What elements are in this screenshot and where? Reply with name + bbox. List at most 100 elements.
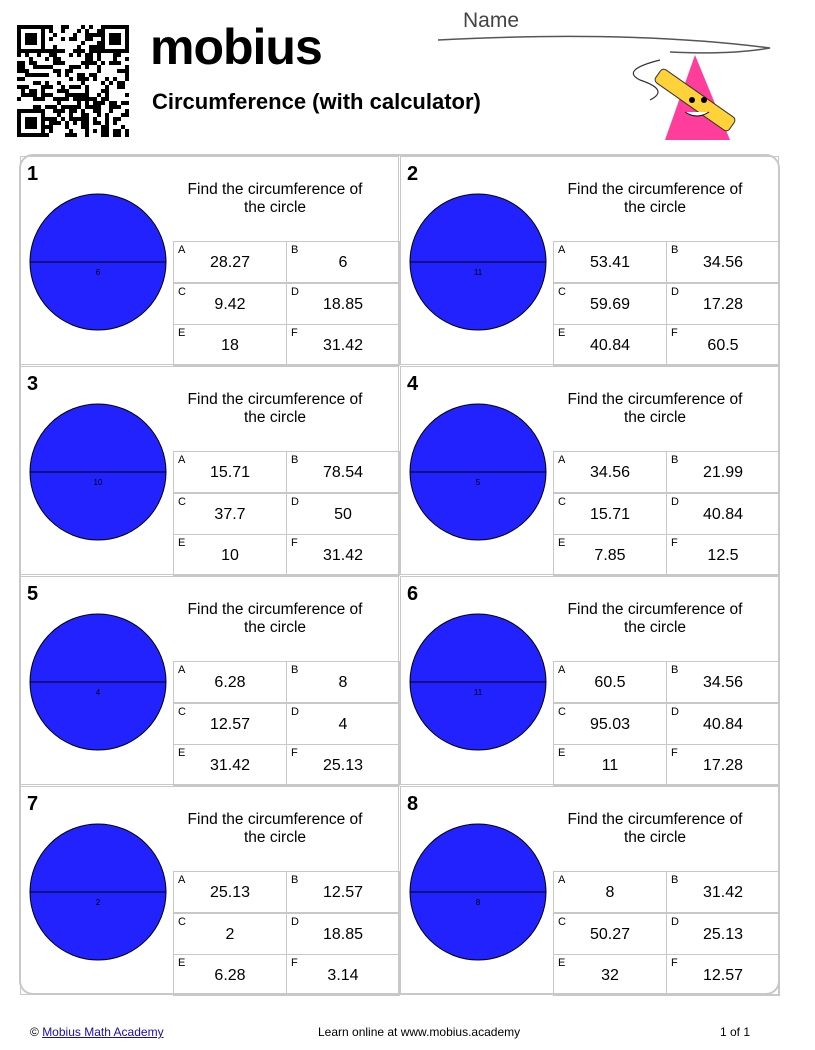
qr-module	[21, 61, 25, 65]
qr-module	[113, 117, 117, 121]
qr-module	[57, 73, 61, 77]
qr-module	[45, 65, 49, 69]
qr-module	[125, 93, 129, 97]
qr-module	[45, 73, 49, 77]
qr-module	[29, 73, 33, 77]
academy-link[interactable]: Mobius Math Academy	[42, 1025, 164, 1039]
qr-module	[105, 129, 109, 133]
option-value: 31.42	[322, 337, 364, 354]
qr-module	[113, 129, 117, 133]
name-label: Name	[463, 9, 520, 32]
qr-module	[109, 61, 113, 65]
option-value: 40.84	[702, 715, 744, 733]
qr-module	[61, 117, 65, 121]
qr-module	[89, 49, 93, 53]
qr-module	[113, 57, 117, 61]
qr-module	[89, 61, 93, 65]
qr-module	[105, 85, 109, 89]
option-letter: B	[291, 244, 299, 256]
option-letter: F	[291, 957, 298, 969]
option-letter: E	[558, 957, 566, 969]
diameter-label: 8	[476, 898, 481, 907]
option: A 53.41	[553, 241, 667, 283]
qr-module	[93, 97, 97, 101]
qr-module	[101, 89, 105, 93]
qr-module	[41, 73, 45, 77]
option-letter: C	[558, 495, 566, 508]
option-value: 60.5	[594, 674, 626, 691]
qr-module	[53, 121, 57, 125]
option: B 34.56	[666, 661, 780, 703]
qr-module	[97, 113, 101, 117]
qr-module	[81, 73, 85, 77]
option: C 95.03	[553, 702, 667, 745]
qr-module	[57, 57, 61, 61]
option-letter: A	[558, 664, 566, 676]
option: A 34.56	[553, 451, 667, 493]
qr-module	[73, 37, 77, 41]
qr-module	[105, 133, 109, 137]
option-value: 12.57	[322, 884, 364, 901]
qr-module	[117, 85, 121, 89]
qr-module	[21, 89, 25, 93]
qr-module	[117, 53, 121, 57]
qr-module	[77, 49, 81, 53]
option-value: 17.28	[702, 295, 744, 313]
qr-module	[53, 49, 57, 53]
prompt: Find the circumference of the circle	[567, 391, 743, 426]
question-cell: 5 4 Find the circumference of the circle A 3…	[400, 366, 780, 576]
circle-diagram: 11	[409, 613, 547, 751]
qr-module	[81, 117, 85, 121]
circle-diagram: 4	[29, 613, 167, 751]
qr-module	[105, 89, 109, 93]
option-letter: E	[558, 327, 566, 339]
qr-module	[33, 61, 37, 65]
qr-module	[97, 69, 101, 73]
qr-module	[69, 69, 73, 73]
option-value: 18.85	[322, 295, 364, 313]
qr-module	[109, 109, 113, 113]
qr-module	[125, 77, 129, 81]
qr-module	[73, 49, 77, 53]
qr-module	[125, 73, 129, 77]
option: D 17.28	[666, 282, 780, 325]
qr-module	[57, 81, 61, 85]
option-letter: B	[671, 454, 679, 466]
option-value: 50.27	[589, 925, 631, 943]
question-cell: 11 6 Find the circumference of the circle A…	[400, 576, 780, 786]
option-value: 6.28	[214, 674, 246, 691]
qr-module	[61, 89, 65, 93]
option: F 31.42	[286, 534, 400, 576]
qr-module	[25, 69, 29, 73]
qr-module	[49, 117, 53, 121]
qr-module	[85, 93, 89, 97]
qr-module	[41, 85, 45, 89]
qr-module	[53, 105, 57, 109]
qr-module	[85, 85, 89, 89]
qr-module	[105, 121, 109, 125]
qr-module	[65, 121, 69, 125]
qr-module	[125, 129, 129, 133]
qr-module	[81, 77, 85, 81]
qr-module	[65, 105, 69, 109]
qr-module	[61, 109, 65, 113]
qr-module	[85, 133, 89, 137]
option-value: 21.99	[702, 464, 744, 481]
qr-module	[85, 53, 89, 57]
qr-module	[109, 81, 113, 85]
qr-module	[41, 93, 45, 97]
option-letter: D	[671, 495, 679, 508]
qr-module	[113, 105, 117, 109]
option-letter: E	[558, 747, 566, 759]
qr-module	[37, 81, 41, 85]
qr-module	[25, 85, 29, 89]
qr-module	[57, 101, 61, 105]
qr-module	[65, 89, 69, 93]
qr-module	[89, 45, 93, 49]
option: C 59.69	[553, 282, 667, 325]
qr-module	[125, 113, 129, 117]
qr-module	[97, 101, 101, 105]
qr-module	[25, 53, 29, 57]
